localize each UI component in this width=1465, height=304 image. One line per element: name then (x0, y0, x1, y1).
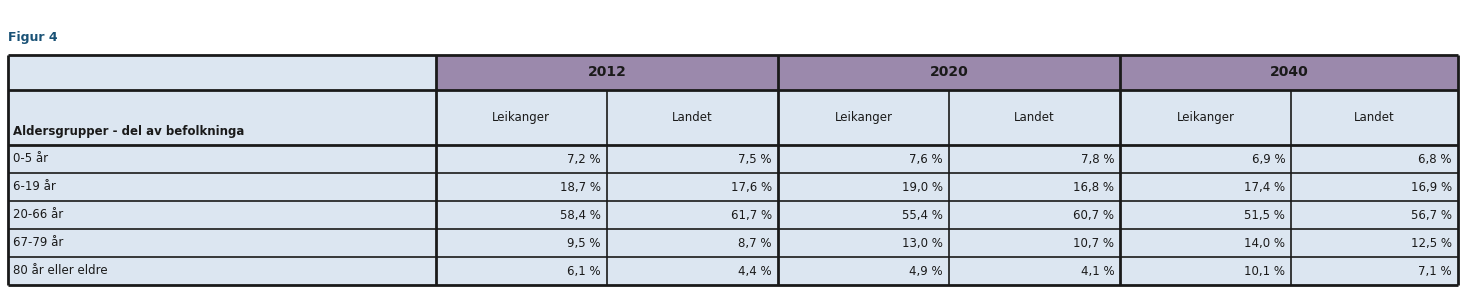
Bar (778, 90, 949, 145)
Bar (607, 145, 778, 173)
Bar (1291, 90, 1458, 145)
Text: Landet: Landet (1354, 111, 1395, 124)
Text: 4,1 %: 4,1 % (1081, 264, 1115, 278)
Bar (1121, 90, 1291, 145)
Bar (7, 257, 435, 285)
Text: 8,7 %: 8,7 % (738, 237, 772, 250)
Text: 9,5 %: 9,5 % (567, 237, 601, 250)
Bar (949, 145, 1121, 173)
Bar (949, 201, 1121, 229)
Text: 17,4 %: 17,4 % (1244, 181, 1285, 194)
Text: 10,1 %: 10,1 % (1244, 264, 1285, 278)
Text: 6-19 år: 6-19 år (13, 181, 56, 194)
Bar (435, 173, 607, 201)
Bar (949, 257, 1121, 285)
Bar (1121, 229, 1291, 257)
Bar (607, 257, 778, 285)
Bar (435, 257, 607, 285)
Bar (7, 201, 435, 229)
Bar (1291, 257, 1458, 285)
Bar (1291, 201, 1458, 229)
Text: 12,5 %: 12,5 % (1411, 237, 1452, 250)
Text: Landet: Landet (1014, 111, 1055, 124)
Text: 14,0 %: 14,0 % (1244, 237, 1285, 250)
Text: 60,7 %: 60,7 % (1074, 209, 1115, 222)
Text: Leikanger: Leikanger (835, 111, 892, 124)
Bar (949, 90, 1121, 145)
Bar (1121, 173, 1291, 201)
Text: 6,9 %: 6,9 % (1251, 153, 1285, 165)
Bar (778, 173, 949, 201)
Bar (778, 55, 1121, 90)
Text: 2020: 2020 (930, 65, 968, 80)
Bar (7, 145, 435, 173)
Text: 16,8 %: 16,8 % (1074, 181, 1115, 194)
Text: 13,0 %: 13,0 % (902, 237, 943, 250)
Text: Landet: Landet (672, 111, 713, 124)
Bar (607, 229, 778, 257)
Bar (1121, 55, 1458, 90)
Text: 58,4 %: 58,4 % (560, 209, 601, 222)
Bar (1121, 145, 1291, 173)
Bar (435, 229, 607, 257)
Text: 10,7 %: 10,7 % (1074, 237, 1115, 250)
Text: 7,8 %: 7,8 % (1081, 153, 1115, 165)
Text: 16,9 %: 16,9 % (1411, 181, 1452, 194)
Text: 4,4 %: 4,4 % (738, 264, 772, 278)
Bar (1291, 145, 1458, 173)
Text: 0-5 år: 0-5 år (13, 153, 48, 165)
Text: 7,5 %: 7,5 % (738, 153, 772, 165)
Bar (7, 55, 435, 145)
Text: 20-66 år: 20-66 år (13, 209, 63, 222)
Text: Figur 4: Figur 4 (7, 30, 57, 43)
Text: 56,7 %: 56,7 % (1411, 209, 1452, 222)
Bar (435, 201, 607, 229)
Bar (7, 229, 435, 257)
Text: 17,6 %: 17,6 % (731, 181, 772, 194)
Text: 7,2 %: 7,2 % (567, 153, 601, 165)
Bar (1121, 257, 1291, 285)
Text: 55,4 %: 55,4 % (902, 209, 943, 222)
Bar (435, 55, 778, 90)
Text: 2040: 2040 (1270, 65, 1308, 80)
Bar (435, 145, 607, 173)
Bar (607, 90, 778, 145)
Text: 19,0 %: 19,0 % (902, 181, 943, 194)
Bar (435, 90, 607, 145)
Bar (607, 201, 778, 229)
Text: 61,7 %: 61,7 % (731, 209, 772, 222)
Bar (1291, 229, 1458, 257)
Text: 6,1 %: 6,1 % (567, 264, 601, 278)
Text: 80 år eller eldre: 80 år eller eldre (13, 264, 107, 278)
Text: 67-79 år: 67-79 år (13, 237, 63, 250)
Text: Leikanger: Leikanger (1176, 111, 1235, 124)
Bar (7, 173, 435, 201)
Bar (1121, 201, 1291, 229)
Bar (778, 229, 949, 257)
Bar (778, 201, 949, 229)
Text: 4,9 %: 4,9 % (910, 264, 943, 278)
Text: 7,6 %: 7,6 % (910, 153, 943, 165)
Text: 51,5 %: 51,5 % (1244, 209, 1285, 222)
Bar (607, 173, 778, 201)
Bar (949, 173, 1121, 201)
Bar (778, 145, 949, 173)
Bar (949, 229, 1121, 257)
Text: 18,7 %: 18,7 % (560, 181, 601, 194)
Text: 6,8 %: 6,8 % (1418, 153, 1452, 165)
Bar (1291, 173, 1458, 201)
Text: Aldersgrupper - del av befolkninga: Aldersgrupper - del av befolkninga (13, 125, 245, 138)
Bar (778, 257, 949, 285)
Text: 2012: 2012 (587, 65, 627, 80)
Text: Leikanger: Leikanger (492, 111, 551, 124)
Text: 7,1 %: 7,1 % (1418, 264, 1452, 278)
